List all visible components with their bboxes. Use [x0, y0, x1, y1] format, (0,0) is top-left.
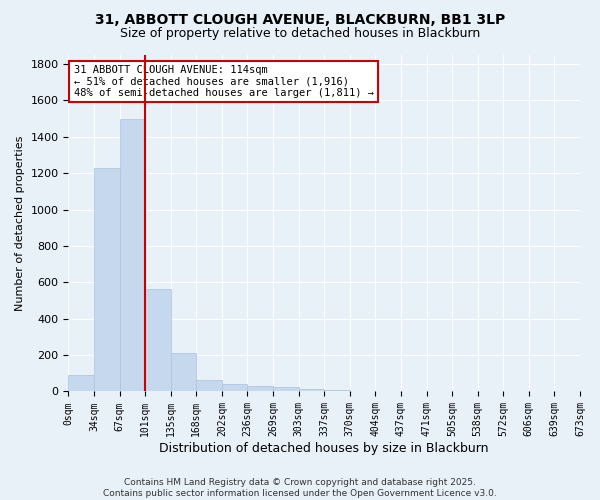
Bar — [247, 386, 273, 392]
Bar — [119, 118, 145, 392]
Y-axis label: Number of detached properties: Number of detached properties — [15, 136, 25, 311]
Bar — [68, 375, 94, 392]
Bar — [324, 390, 350, 392]
Bar — [350, 390, 376, 392]
Text: 31 ABBOTT CLOUGH AVENUE: 114sqm
← 51% of detached houses are smaller (1,916)
48%: 31 ABBOTT CLOUGH AVENUE: 114sqm ← 51% of… — [74, 65, 374, 98]
X-axis label: Distribution of detached houses by size in Blackburn: Distribution of detached houses by size … — [160, 442, 489, 455]
Text: 31, ABBOTT CLOUGH AVENUE, BLACKBURN, BB1 3LP: 31, ABBOTT CLOUGH AVENUE, BLACKBURN, BB1… — [95, 12, 505, 26]
Bar — [222, 384, 247, 392]
Bar — [196, 380, 222, 392]
Text: Size of property relative to detached houses in Blackburn: Size of property relative to detached ho… — [120, 28, 480, 40]
Bar — [376, 391, 401, 392]
Bar — [171, 354, 196, 392]
Bar — [145, 288, 171, 392]
Bar — [299, 388, 324, 392]
Bar — [273, 387, 299, 392]
Text: Contains HM Land Registry data © Crown copyright and database right 2025.
Contai: Contains HM Land Registry data © Crown c… — [103, 478, 497, 498]
Bar — [94, 168, 119, 392]
